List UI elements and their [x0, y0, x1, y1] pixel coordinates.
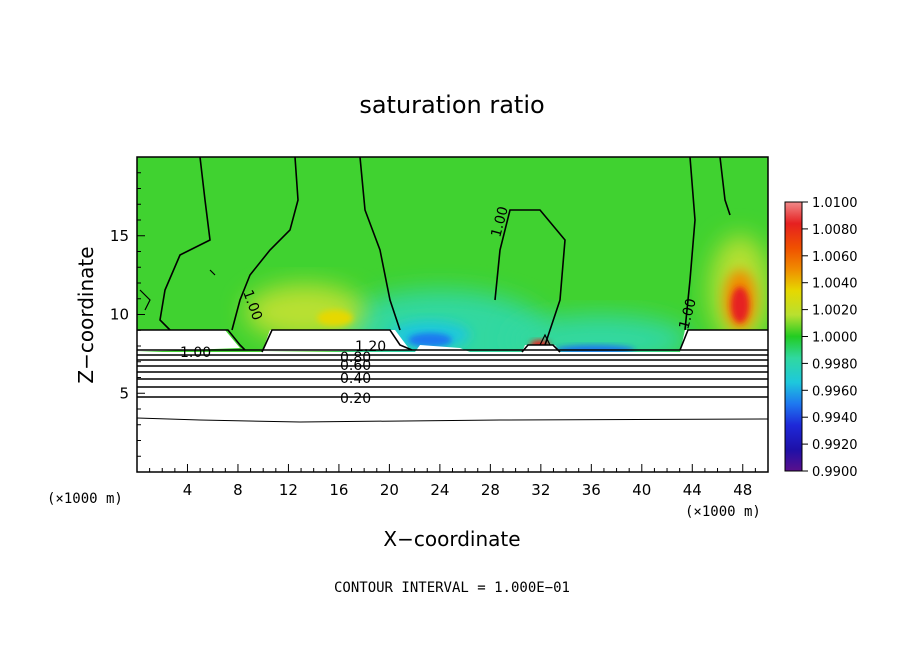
contour-label: 1.00	[180, 345, 211, 361]
x-tick-label: 48	[733, 481, 752, 499]
chart-title: saturation ratio	[359, 91, 544, 119]
contour-label: 1.00	[488, 205, 512, 239]
x-axis-ticks: 4 8 12 16 20 24 28 32 36 40 44 48	[149, 464, 756, 499]
y-tick-label: 5	[119, 384, 129, 402]
colorbar-label: 1.0040	[812, 277, 858, 292]
y-tick-label: 10	[110, 306, 129, 324]
y-axis-label: Z−coordinate	[74, 246, 98, 383]
x-tick-label: 8	[233, 481, 243, 499]
contour-interval-note: CONTOUR INTERVAL = 1.000E−01	[334, 580, 570, 596]
contour-label: 0.40	[340, 371, 371, 387]
x-tick-label: 40	[632, 481, 651, 499]
x-tick-label: 4	[183, 481, 193, 499]
x-tick-label: 32	[531, 481, 550, 499]
colorbar-label: 0.9920	[812, 438, 858, 453]
colorbar-label: 0.9960	[812, 384, 858, 399]
contour-label: 1.00	[676, 297, 700, 331]
colorbar-labels: 1.0100 1.0080 1.0060 1.0040 1.0020 1.0000 0.99…	[802, 196, 858, 480]
x-tick-label: 20	[380, 481, 399, 499]
contour-label: 0.80	[340, 350, 371, 366]
x-multiplier-left: (×1000 m)	[47, 491, 123, 507]
y-axis-ticks: 5 10 15	[110, 172, 145, 457]
colorbar-label: 1.0060	[812, 250, 858, 265]
contour-label: 0.20	[340, 391, 371, 407]
plot-field	[137, 157, 768, 472]
x-multiplier-right: (×1000 m)	[685, 504, 761, 520]
colorbar-label: 1.0000	[812, 331, 858, 346]
contour-label: 0.60	[340, 358, 371, 374]
x-tick-label: 36	[582, 481, 601, 499]
x-tick-label: 24	[430, 481, 449, 499]
x-tick-label: 44	[683, 481, 702, 499]
y-tick-label: 15	[110, 227, 129, 245]
colorbar-label: 1.0100	[812, 196, 858, 211]
colorbar-label: 1.0080	[812, 223, 858, 238]
contour-label: 1.20	[355, 339, 386, 355]
colorbar-label: 0.9900	[812, 465, 858, 480]
x-tick-label: 16	[329, 481, 348, 499]
colorbar-label: 0.9940	[812, 411, 858, 426]
x-tick-label: 12	[279, 481, 298, 499]
colorbar-label: 0.9980	[812, 357, 858, 372]
colorbar: 1.0100 1.0080 1.0060 1.0040 1.0020 1.0000 0.99…	[784, 196, 858, 480]
x-tick-label: 28	[481, 481, 500, 499]
contour-labels: 1.00 1.00 1.00 1.00 1.20 0.80 0.60 0.40 …	[180, 205, 700, 407]
x-axis-label: X−coordinate	[383, 527, 520, 551]
colorbar-label: 1.0020	[812, 304, 858, 319]
colorbar-gradient	[784, 201, 803, 472]
